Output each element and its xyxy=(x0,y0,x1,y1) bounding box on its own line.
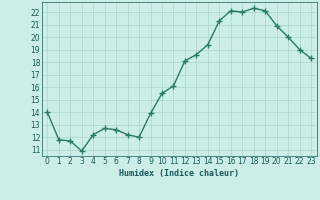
X-axis label: Humidex (Indice chaleur): Humidex (Indice chaleur) xyxy=(119,169,239,178)
